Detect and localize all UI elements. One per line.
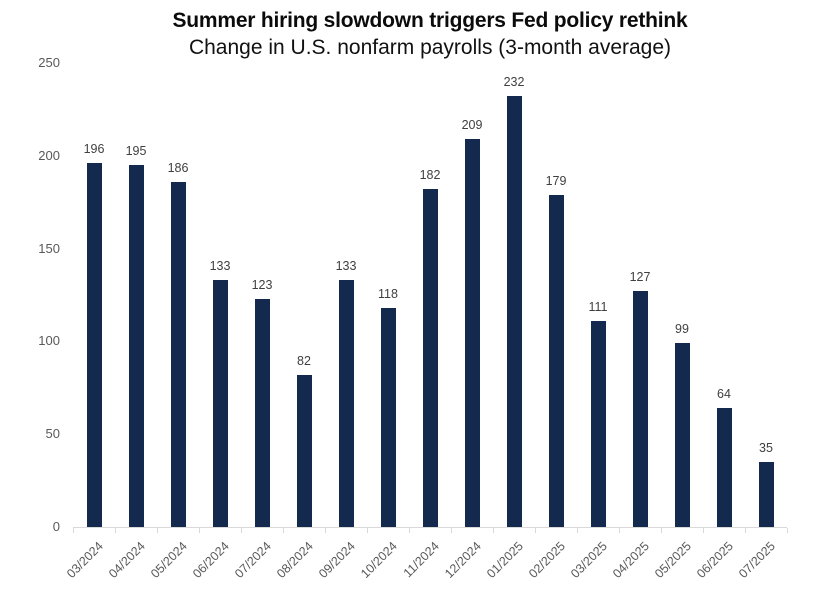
bar-05/2025	[674, 343, 690, 527]
bar-10/2024	[380, 307, 396, 527]
bar-value-label: 182	[419, 168, 441, 183]
bar-09/2024	[338, 280, 354, 527]
bar-value-label: 133	[335, 259, 357, 274]
bar-value-label: 118	[378, 286, 398, 301]
bar-01/2025	[506, 96, 522, 527]
bar-value-label: 209	[461, 118, 483, 133]
x-axis-line	[73, 527, 787, 528]
x-axis-tick-mark	[283, 528, 284, 533]
bar-12/2024	[464, 139, 480, 527]
bar-05/2024	[170, 181, 186, 527]
bar-value-label: 99	[675, 322, 689, 337]
bar-value-label: 127	[629, 270, 651, 285]
x-axis-tick-mark	[451, 528, 452, 533]
chart-header: Summer hiring slowdown triggers Fed poli…	[47, 8, 813, 62]
bar-value-label: 123	[251, 277, 273, 292]
bar-value-label: 186	[167, 160, 189, 175]
bar-02/2025	[548, 194, 564, 527]
bar-04/2024	[128, 165, 144, 527]
bar-value-label: 64	[717, 387, 731, 402]
x-axis-tick-mark	[409, 528, 410, 533]
y-axis-tick-label: 250	[38, 55, 60, 70]
bar-value-label: 35	[759, 441, 773, 456]
bar-03/2024	[86, 163, 102, 527]
y-axis-tick-label: 0	[52, 519, 60, 534]
x-axis-tick-mark	[703, 528, 704, 533]
x-axis-tick-mark	[745, 528, 746, 533]
x-axis-tick-mark	[493, 528, 494, 533]
bar-value-label: 232	[503, 75, 525, 90]
y-axis-tick-label: 150	[38, 240, 60, 256]
bar-07/2025	[758, 462, 774, 527]
chart-subtitle: Change in U.S. nonfarm payrolls (3-month…	[188, 36, 672, 60]
bar-08/2024	[296, 374, 312, 527]
x-axis-tick-mark	[157, 528, 158, 533]
x-axis-tick-mark	[661, 528, 662, 533]
bar-value-label: 82	[297, 353, 311, 368]
x-axis-tick-mark	[367, 528, 368, 533]
bar-value-label: 179	[545, 173, 567, 188]
bar-06/2025	[716, 408, 732, 527]
x-axis-tick-mark	[199, 528, 200, 533]
x-axis-tick-mark	[787, 528, 788, 533]
bar-value-label: 111	[588, 299, 608, 314]
bar-03/2025	[590, 320, 606, 527]
y-axis-tick-label: 50	[45, 426, 60, 442]
x-axis-tick-mark	[577, 528, 578, 533]
y-axis-tick-label: 100	[38, 333, 60, 349]
bar-value-label: 195	[125, 144, 147, 159]
bar-06/2024	[212, 280, 228, 527]
y-axis-tick-label: 200	[38, 147, 60, 163]
x-axis-tick-mark	[535, 528, 536, 533]
bar-07/2024	[254, 298, 270, 527]
bar-04/2025	[632, 291, 648, 527]
x-axis-tick-mark	[73, 528, 74, 533]
bar-11/2024	[422, 189, 438, 527]
x-axis-tick-mark	[241, 528, 242, 533]
bar-value-label: 133	[209, 259, 231, 274]
x-axis-tick-mark	[115, 528, 116, 533]
chart-title: Summer hiring slowdown triggers Fed poli…	[172, 9, 688, 32]
x-axis-tick-mark	[325, 528, 326, 533]
bar-value-label: 196	[83, 142, 105, 157]
x-axis-tick-mark	[619, 528, 620, 533]
